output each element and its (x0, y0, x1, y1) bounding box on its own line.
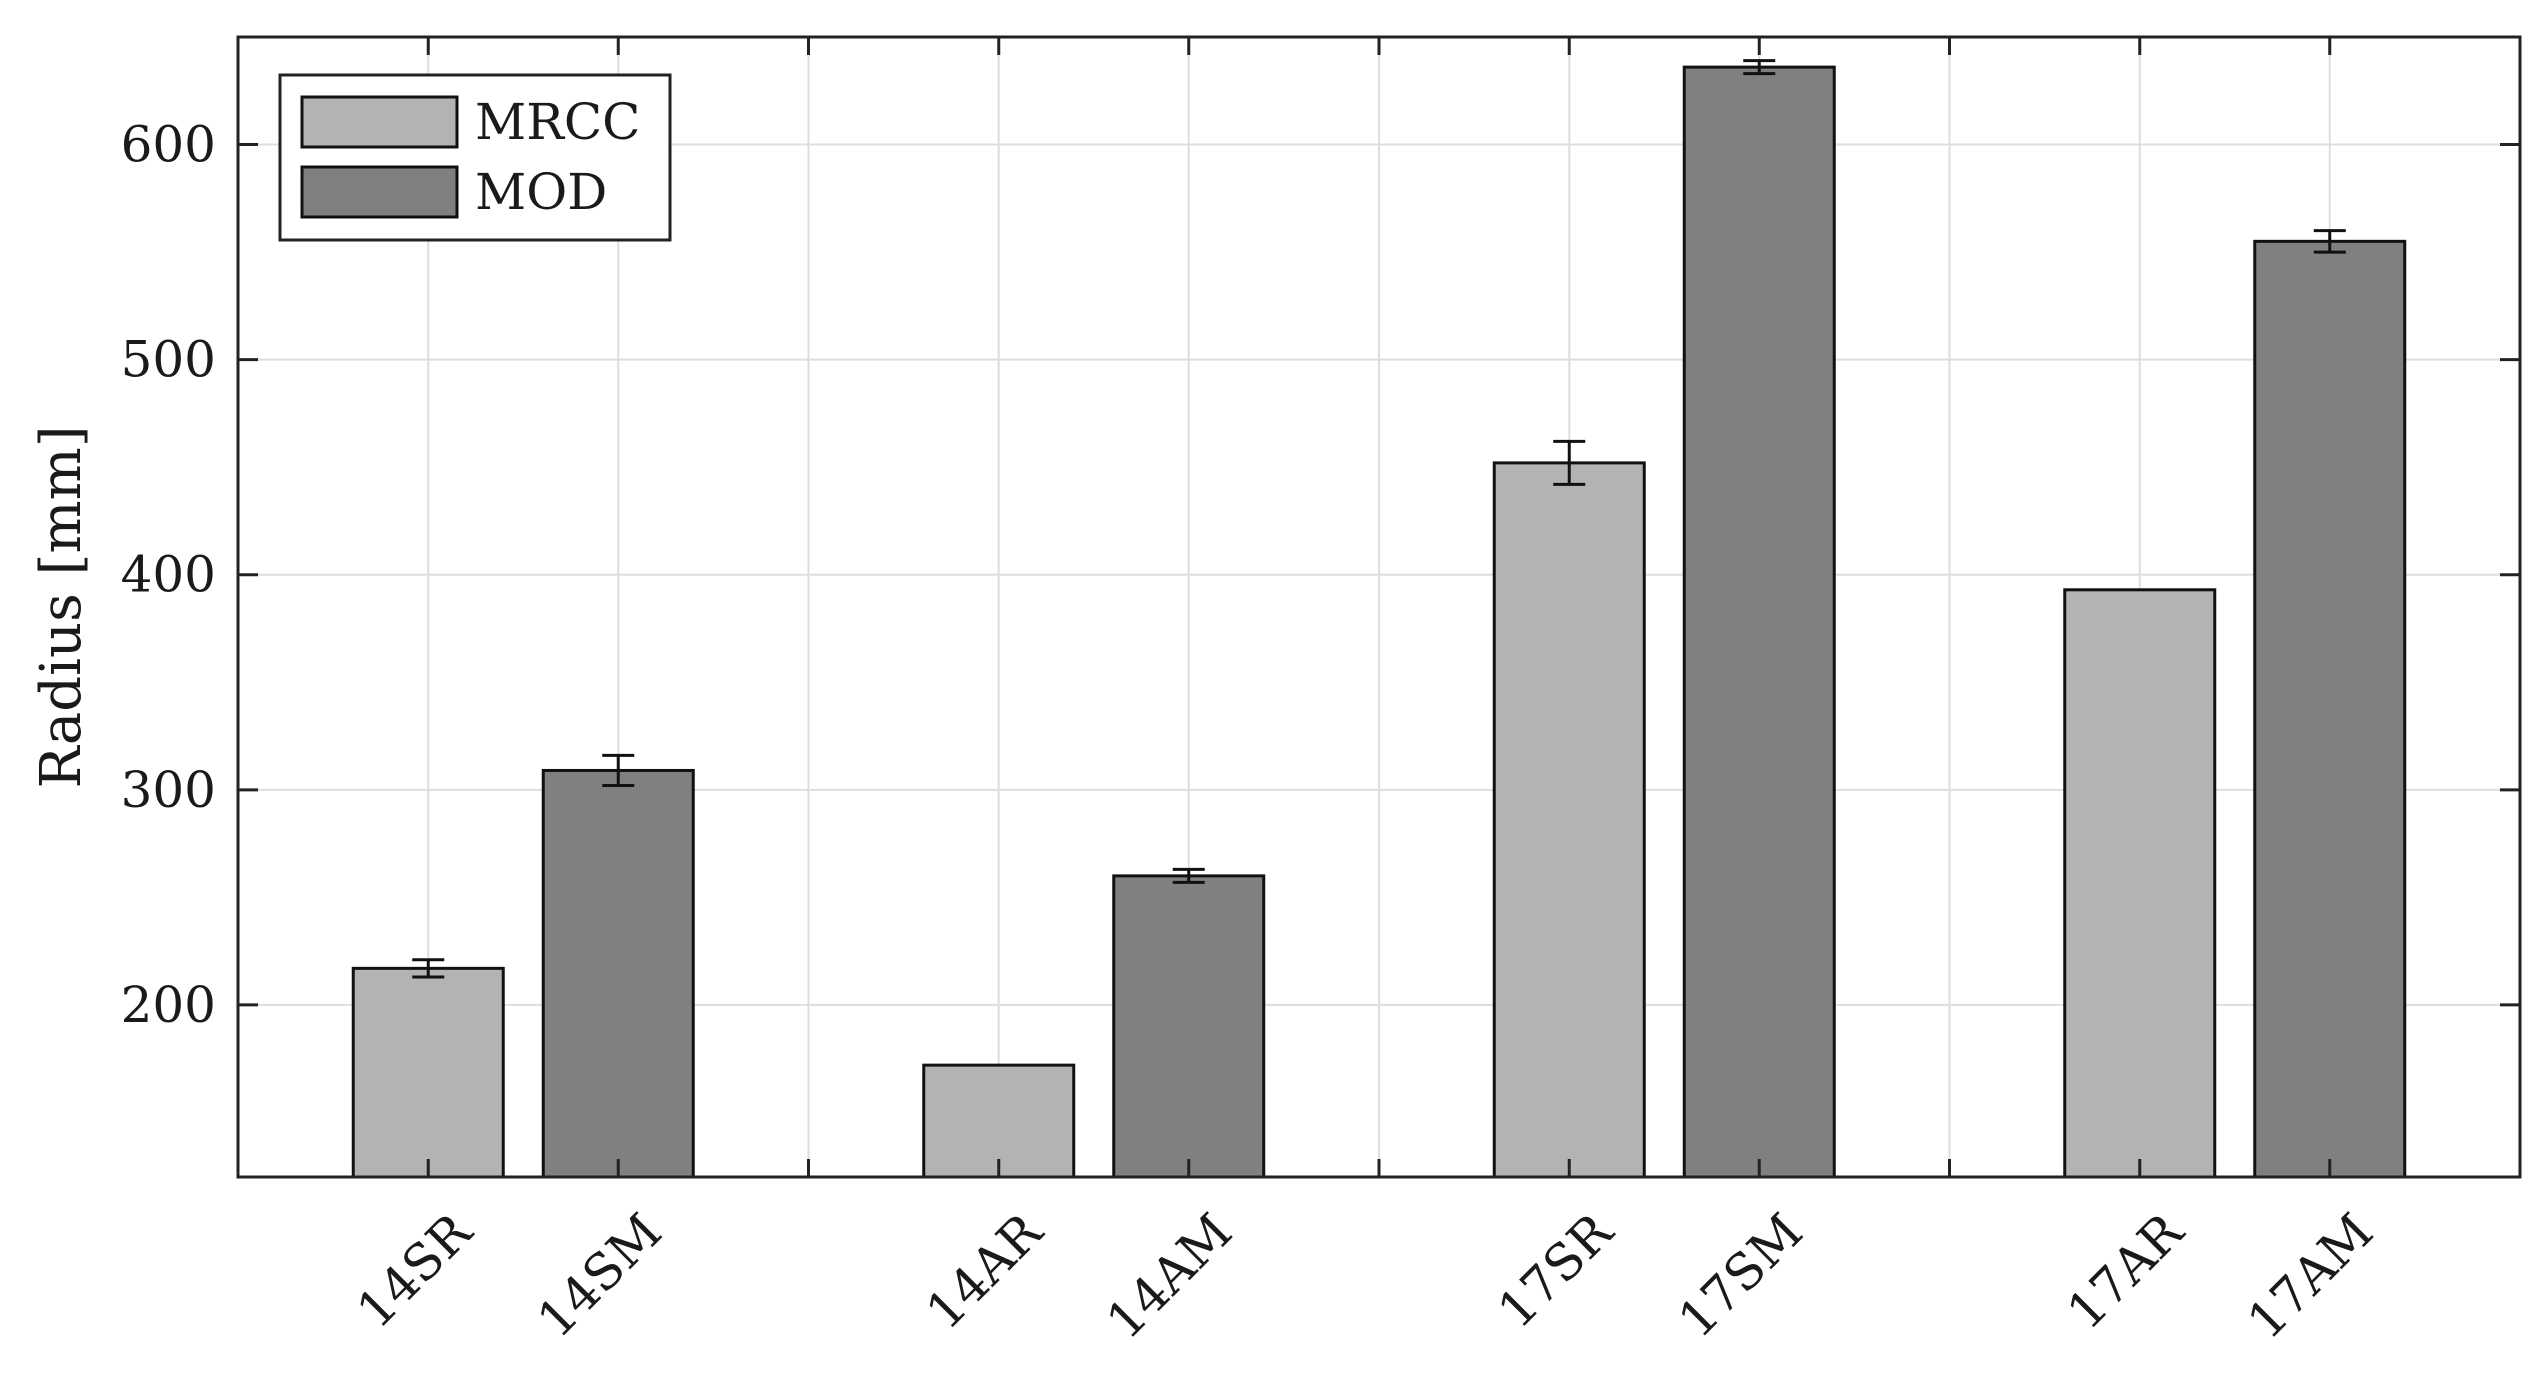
legend-item-mrcc: MRCC (300, 93, 640, 151)
error-bar-14sm (602, 753, 635, 788)
bar-14sr (351, 966, 505, 1179)
legend-swatch (300, 165, 459, 219)
error-bar-17sm (1743, 59, 1776, 76)
legend: MRCC MOD (278, 73, 672, 242)
legend-label: MRCC (475, 93, 640, 151)
y-tick-label: 400 (121, 546, 216, 604)
x-tick-label: 17AR (2056, 1202, 2195, 1341)
y-tick-label: 500 (121, 331, 216, 389)
y-tick-label: 300 (121, 761, 216, 819)
legend-item-mod: MOD (300, 163, 607, 221)
x-tick-label: 14SM (526, 1202, 672, 1348)
bar-17am (2253, 239, 2407, 1179)
error-bars-layer (412, 59, 2346, 979)
y-axis-label: Radius [mm] (29, 425, 94, 788)
error-bar-17sr (1553, 439, 1586, 486)
legend-swatch (300, 95, 459, 149)
error-bar-17am (2313, 229, 2346, 254)
x-tick-label: 17SR (1487, 1202, 1625, 1340)
bar-17sm (1682, 65, 1836, 1179)
y-tick-label: 200 (121, 976, 216, 1034)
bars-layer (351, 65, 2407, 1179)
x-tick-label: 14AM (1096, 1202, 1244, 1350)
bar-17sr (1492, 461, 1646, 1179)
bar-14am (1112, 874, 1266, 1179)
legend-label: MOD (475, 163, 607, 221)
x-tick-label: 17AM (2237, 1202, 2385, 1350)
error-bar-14am (1172, 867, 1205, 884)
bar-14sm (541, 768, 695, 1179)
x-tick-label: 14SR (346, 1202, 484, 1340)
x-tick-label: 14AR (915, 1202, 1054, 1341)
y-tick-label: 600 (121, 116, 216, 174)
x-tick-label: 17SM (1667, 1202, 1813, 1348)
error-bar-14sr (412, 958, 445, 979)
bar-17ar (2063, 588, 2217, 1179)
axes (236, 35, 2522, 1179)
